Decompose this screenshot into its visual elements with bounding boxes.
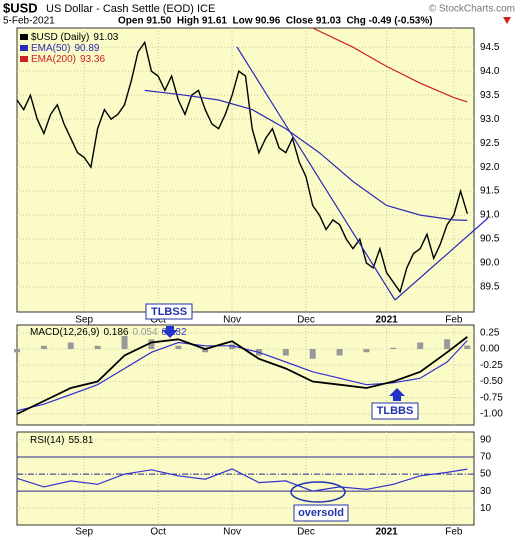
y-tick-label: 0.00 [480, 344, 500, 355]
y-tick-label: 92.0 [480, 162, 500, 173]
date: 5-Feb-2021 [3, 16, 55, 27]
histogram-bar [67, 342, 74, 350]
y-tick-label: 30 [480, 486, 492, 497]
price-panel [16, 27, 475, 313]
legend-title: RSI(14) [30, 435, 64, 446]
histogram-bar [121, 336, 128, 350]
y-tick-label: 90.5 [480, 234, 500, 245]
symbol: $USD [3, 0, 38, 15]
x-tick-label: Feb [445, 315, 463, 326]
legend-label: $USD (Daily) 91.03 [31, 32, 119, 43]
y-tick-label: -0.75 [480, 392, 503, 403]
y-tick-label: 50 [480, 469, 492, 480]
histogram-bar [444, 339, 451, 350]
y-tick-label: 91.0 [480, 210, 500, 221]
trendline [394, 217, 489, 301]
legend-value: 93.36 [80, 54, 105, 65]
quote: Open 91.50 High 91.61 Low 90.96 Close 91… [118, 16, 433, 27]
y-tick-label: 93.5 [480, 90, 500, 101]
x-tick-label: Dec [297, 527, 315, 538]
legend-value: 55.81 [68, 435, 93, 446]
y-tick-label: 70 [480, 452, 492, 463]
histogram-bar [390, 347, 397, 350]
legend-name: EMA(200) [31, 54, 76, 65]
x-tick-label: Nov [223, 527, 241, 538]
y-tick-label: 10 [480, 503, 492, 514]
x-tick-label: Oct [150, 315, 166, 326]
y-tick-label: 93.0 [480, 114, 500, 125]
legend-swatch [20, 34, 28, 40]
histogram-bar [40, 345, 47, 350]
y-tick-label: 0.25 [480, 327, 500, 338]
x-tick-label: 2021 [376, 527, 399, 538]
copyright: © StockCharts.com [429, 4, 515, 15]
y-tick-label: 89.5 [480, 282, 500, 293]
y-tick-label: 94.0 [480, 66, 500, 77]
y-tick-label: -0.25 [480, 360, 503, 371]
legend-label: EMA(50) 90.89 [31, 43, 100, 54]
y-tick-label: 94.5 [480, 42, 500, 53]
legend-title: MACD(12,26,9) [30, 327, 99, 338]
ema-line [312, 27, 468, 103]
x-tick-label: 2021 [376, 315, 399, 326]
annotation: oversold [298, 507, 344, 519]
histogram-bar [363, 349, 370, 353]
histogram-bar [94, 345, 101, 350]
rsi-line [16, 468, 468, 492]
annotation: TLBBS [377, 405, 414, 417]
x-tick-label: Sep [75, 315, 93, 326]
ema-line [144, 89, 468, 221]
annotation-circle [290, 481, 346, 503]
histogram-bar [336, 349, 343, 356]
trendline [236, 46, 396, 301]
histogram-bar [175, 345, 182, 350]
legend-name: $USD (Daily) [31, 32, 89, 43]
annotation-box [293, 504, 349, 522]
y-tick-label: 92.5 [480, 138, 500, 149]
legend-swatch [20, 45, 28, 51]
y-tick-label: 90 [480, 435, 492, 446]
histogram-bar [282, 349, 289, 356]
histogram-bar [14, 349, 20, 353]
legend-value: 0.054 [133, 327, 158, 338]
x-tick-label: Feb [445, 527, 463, 538]
annotation-box [371, 402, 419, 420]
x-tick-label: Dec [297, 315, 315, 326]
annotation-arrow [389, 388, 405, 401]
histogram-bar [309, 349, 316, 359]
annotation-box [145, 303, 193, 320]
rsi-legend: RSI(14) 55.81 [30, 435, 94, 446]
description: US Dollar - Cash Settle (EOD) ICE [46, 3, 215, 15]
annotation: TLBSS [151, 306, 187, 318]
legend-swatch [20, 56, 28, 62]
y-tick-label: -1.00 [480, 409, 503, 420]
x-tick-label: Sep [75, 527, 93, 538]
macd-line [16, 336, 468, 415]
annotation-arrow [162, 326, 178, 338]
x-tick-label: Oct [150, 527, 166, 538]
histogram-bar [229, 344, 236, 350]
histogram-bar [417, 342, 424, 350]
legend-name: EMA(50) [31, 43, 70, 54]
y-tick-label: -0.50 [480, 376, 503, 387]
price-line [16, 40, 468, 294]
legend-label: EMA(200) 93.36 [31, 54, 105, 65]
legend-value: 90.89 [74, 43, 99, 54]
legend-value: 91.03 [93, 32, 118, 43]
rsi-panel [16, 431, 475, 526]
change-arrow [503, 17, 511, 24]
histogram-bar [202, 349, 209, 353]
y-tick-label: 91.5 [480, 186, 500, 197]
histogram-bar [148, 339, 155, 350]
x-tick-label: Nov [223, 315, 241, 326]
y-tick-label: 90.0 [480, 258, 500, 269]
histogram-bar [464, 345, 471, 350]
legend-value: 0.186 [103, 327, 128, 338]
